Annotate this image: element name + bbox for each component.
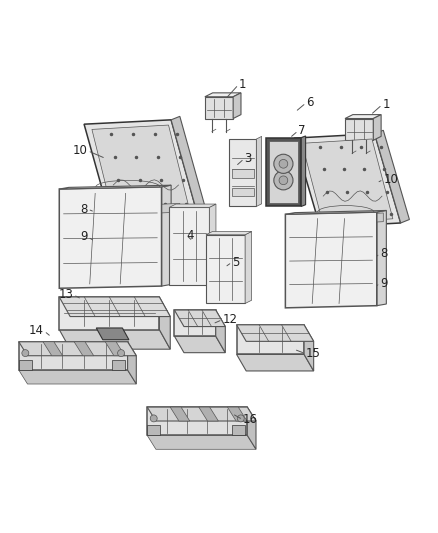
Polygon shape [105, 342, 125, 356]
Circle shape [279, 159, 288, 168]
Polygon shape [245, 231, 252, 303]
Polygon shape [59, 185, 171, 189]
Polygon shape [199, 407, 219, 421]
Polygon shape [59, 187, 162, 288]
Text: 5: 5 [232, 256, 240, 269]
Polygon shape [230, 139, 256, 206]
Polygon shape [147, 425, 160, 435]
Text: 9: 9 [80, 230, 88, 244]
Polygon shape [59, 297, 170, 317]
Polygon shape [162, 185, 171, 286]
Polygon shape [302, 139, 393, 223]
Polygon shape [84, 120, 197, 218]
Polygon shape [174, 336, 225, 353]
Text: 14: 14 [29, 325, 44, 337]
Polygon shape [304, 325, 314, 371]
Polygon shape [174, 310, 225, 327]
Polygon shape [59, 329, 170, 349]
Circle shape [274, 154, 293, 173]
Polygon shape [170, 204, 216, 207]
Polygon shape [102, 204, 180, 215]
Polygon shape [247, 407, 256, 449]
Text: 4: 4 [186, 229, 194, 241]
Circle shape [279, 176, 288, 184]
Polygon shape [147, 435, 256, 449]
Polygon shape [43, 342, 63, 356]
Polygon shape [374, 130, 410, 223]
Text: 10: 10 [384, 173, 399, 186]
Polygon shape [171, 116, 206, 213]
Polygon shape [170, 207, 209, 285]
Polygon shape [147, 407, 256, 421]
Text: 13: 13 [58, 288, 73, 301]
Polygon shape [216, 310, 225, 353]
Polygon shape [205, 97, 233, 118]
Text: 3: 3 [244, 152, 251, 165]
Text: 1: 1 [239, 78, 246, 91]
Text: 10: 10 [73, 144, 88, 157]
Polygon shape [265, 138, 301, 206]
Polygon shape [206, 231, 252, 235]
Polygon shape [232, 188, 254, 196]
Polygon shape [19, 342, 136, 356]
Polygon shape [373, 115, 381, 140]
Polygon shape [301, 136, 306, 206]
Polygon shape [232, 169, 254, 178]
Polygon shape [311, 213, 383, 225]
Text: 8: 8 [80, 203, 88, 215]
Circle shape [22, 350, 29, 357]
Polygon shape [174, 310, 216, 336]
Polygon shape [286, 211, 386, 214]
Polygon shape [19, 342, 127, 370]
Polygon shape [377, 211, 386, 305]
Polygon shape [127, 342, 136, 384]
Text: 16: 16 [243, 413, 258, 426]
Polygon shape [269, 141, 298, 203]
Polygon shape [19, 370, 136, 384]
Polygon shape [237, 325, 304, 354]
Polygon shape [96, 328, 129, 340]
Text: 15: 15 [305, 347, 320, 360]
Circle shape [237, 415, 244, 422]
Text: 1: 1 [382, 98, 390, 111]
Polygon shape [286, 212, 377, 308]
Polygon shape [237, 354, 314, 371]
Circle shape [274, 171, 293, 190]
Polygon shape [147, 407, 247, 435]
Text: 6: 6 [306, 96, 314, 109]
Polygon shape [92, 125, 189, 214]
Polygon shape [59, 297, 159, 329]
Polygon shape [205, 93, 241, 97]
Polygon shape [227, 407, 247, 421]
Polygon shape [74, 342, 94, 356]
Polygon shape [256, 136, 261, 206]
Polygon shape [206, 235, 245, 303]
Text: 9: 9 [380, 277, 388, 289]
Circle shape [117, 350, 124, 357]
Circle shape [150, 415, 157, 422]
Polygon shape [113, 360, 125, 370]
Polygon shape [159, 297, 170, 349]
Text: 8: 8 [380, 247, 387, 260]
Polygon shape [237, 325, 314, 341]
Text: 12: 12 [223, 313, 237, 326]
Polygon shape [233, 93, 241, 118]
Polygon shape [19, 360, 32, 370]
Polygon shape [232, 425, 245, 435]
Text: 7: 7 [298, 124, 306, 137]
Polygon shape [345, 118, 373, 140]
Polygon shape [170, 407, 190, 421]
Polygon shape [209, 204, 216, 285]
Polygon shape [345, 115, 381, 118]
Polygon shape [294, 134, 401, 228]
